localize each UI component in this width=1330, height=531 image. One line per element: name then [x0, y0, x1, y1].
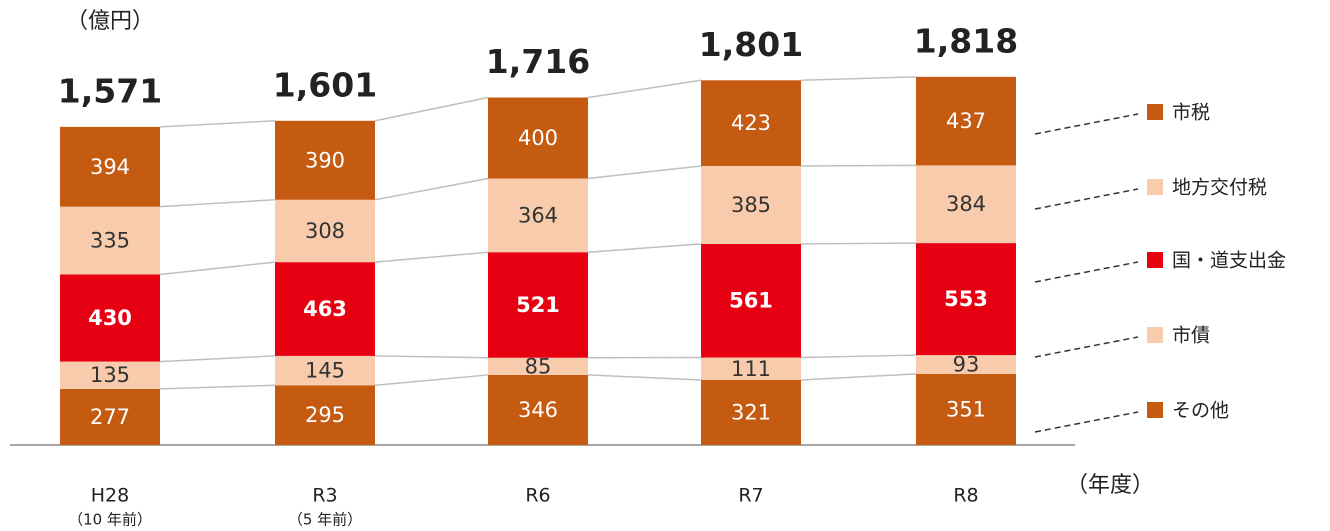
connector-line	[159, 120, 276, 128]
data-label: 93	[953, 353, 980, 377]
bar-segment	[916, 165, 1016, 244]
bar-segment	[916, 355, 1016, 374]
connector-line	[374, 177, 489, 201]
legend-swatch	[1147, 252, 1163, 268]
data-label: 390	[305, 148, 345, 172]
legend-label: その他	[1172, 400, 1229, 422]
bar-segment	[275, 262, 375, 356]
connector-line	[159, 199, 276, 208]
connector-line	[159, 261, 276, 276]
data-label: 321	[731, 400, 771, 424]
connector-line	[800, 242, 917, 245]
data-label: 400	[518, 126, 558, 150]
connector-line	[374, 96, 489, 122]
x-tick-sublabel: （5 年前）	[288, 511, 362, 529]
legend-swatch	[1147, 402, 1163, 418]
x-tick-sublabel: （10 年前）	[68, 511, 152, 529]
legend-leader	[1034, 113, 1139, 135]
x-tick-label: R6	[525, 485, 550, 507]
bar-segment	[488, 357, 588, 375]
bar-segment	[60, 388, 160, 445]
connector-line	[159, 355, 276, 363]
data-label: 346	[518, 398, 558, 422]
x-tick-label: R3	[312, 485, 337, 507]
bar-segment	[916, 373, 1016, 445]
bar-segment	[60, 361, 160, 389]
data-label: 351	[946, 397, 986, 421]
connector-line	[800, 354, 917, 359]
bar-segment	[701, 80, 801, 166]
data-label: 521	[516, 293, 560, 317]
bar-segment	[488, 97, 588, 179]
data-label: 295	[305, 403, 345, 427]
data-label: 111	[731, 357, 771, 381]
bar-segment	[60, 126, 160, 207]
total-label: 1,716	[486, 42, 590, 81]
legend-label: 国・道支出金	[1172, 250, 1286, 272]
connector-line	[587, 243, 702, 253]
legend-swatch	[1147, 104, 1163, 120]
data-label: 437	[946, 109, 986, 133]
connector-line	[800, 164, 917, 167]
x-tick-label: R8	[953, 485, 978, 507]
bar-segment	[701, 243, 801, 358]
data-label: 430	[88, 306, 132, 330]
bar-segment	[701, 379, 801, 445]
data-label: 423	[731, 111, 771, 135]
total-label: 1,818	[914, 21, 1018, 60]
connector-line	[587, 374, 702, 381]
connector-line	[374, 251, 489, 263]
bar-segment	[275, 120, 375, 200]
connector-line	[587, 79, 702, 99]
bar-segment	[916, 76, 1016, 166]
bar-segment	[275, 199, 375, 263]
total-label: 1,601	[273, 65, 377, 104]
bar-segment	[60, 274, 160, 362]
x-axis-label: （年度）	[1066, 473, 1154, 498]
data-label: 135	[90, 363, 130, 387]
connector-line	[587, 165, 702, 180]
bar-segment	[488, 252, 588, 358]
connector-line	[159, 384, 276, 390]
data-label: 385	[731, 193, 771, 217]
data-label: 85	[525, 354, 552, 378]
x-tick-label: H28	[91, 485, 129, 507]
legend-label: 地方交付税	[1172, 177, 1267, 199]
bar-segment	[701, 165, 801, 244]
connector-line	[374, 355, 489, 359]
legend-swatch	[1147, 179, 1163, 195]
total-label: 1,571	[58, 71, 162, 110]
bar-segment	[275, 385, 375, 445]
connector-line	[800, 76, 917, 82]
data-label: 463	[303, 297, 347, 321]
connector-line	[800, 373, 917, 381]
bar-segment	[488, 178, 588, 253]
data-label: 394	[90, 155, 130, 179]
data-label: 553	[944, 287, 988, 311]
bar-segment	[916, 243, 1016, 356]
data-label: 364	[518, 203, 558, 227]
total-label: 1,801	[699, 25, 803, 64]
data-label: 308	[305, 219, 345, 243]
data-label: 384	[946, 192, 986, 216]
bar-segment	[60, 206, 160, 275]
legend-label: 市債	[1172, 325, 1210, 347]
unit-label: （億円）	[66, 9, 154, 34]
legend-leader	[1034, 411, 1139, 433]
legend-swatch	[1147, 327, 1163, 343]
data-label: 277	[90, 405, 130, 429]
data-label: 335	[90, 229, 130, 253]
legend-leader	[1034, 261, 1139, 283]
connector-line	[374, 374, 489, 387]
data-label: 145	[305, 359, 345, 383]
legend-label: 市税	[1172, 102, 1210, 124]
data-label: 561	[729, 289, 773, 313]
legend-leader	[1034, 188, 1139, 210]
x-tick-label: R7	[738, 485, 763, 507]
bar-segment	[701, 357, 801, 380]
legend-leader	[1034, 336, 1139, 358]
bar-segment	[275, 355, 375, 386]
bar-segment	[488, 374, 588, 445]
